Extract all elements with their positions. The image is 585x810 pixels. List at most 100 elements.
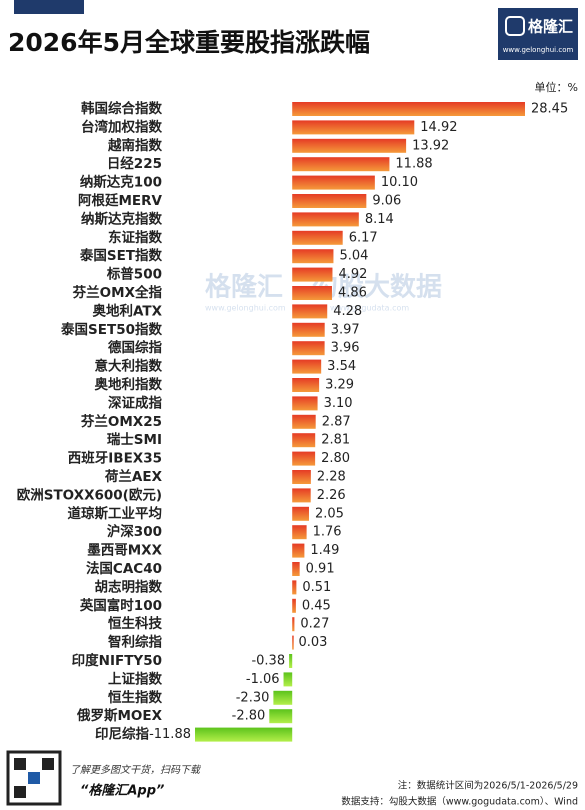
bar bbox=[292, 488, 311, 503]
value-label: 2.05 bbox=[315, 506, 344, 521]
value-label: 2.26 bbox=[317, 488, 346, 503]
value-label: 2.28 bbox=[317, 470, 346, 485]
value-label: 4.28 bbox=[333, 304, 362, 319]
category-label: 法国CAC40 bbox=[86, 560, 162, 577]
value-label: -11.88 bbox=[149, 727, 191, 742]
value-label: 0.03 bbox=[298, 635, 327, 650]
category-label: 深证成指 bbox=[108, 394, 162, 411]
source: 数据支持：勾股大数据（www.gogudata.com）、Wind bbox=[341, 796, 578, 808]
scan-text: 了解更多图文干货，扫码下载 bbox=[70, 764, 202, 776]
category-label: 欧洲STOXX600(欧元) bbox=[17, 486, 162, 503]
value-label: 3.29 bbox=[325, 378, 354, 393]
value-label: 3.96 bbox=[331, 341, 360, 356]
bar bbox=[292, 267, 333, 282]
bar bbox=[292, 138, 407, 153]
bar bbox=[292, 304, 328, 319]
bar bbox=[292, 506, 309, 521]
value-label: 14.92 bbox=[420, 120, 457, 135]
category-label: 台湾加权指数 bbox=[81, 118, 162, 135]
watermark: 格隆汇 www.gelonghui.com 勾股大数据 www.gogudata… bbox=[205, 272, 442, 313]
bar bbox=[292, 286, 332, 300]
bar bbox=[292, 194, 367, 208]
category-label: 奥地利指数 bbox=[95, 376, 163, 393]
bar bbox=[292, 378, 320, 392]
bar bbox=[292, 470, 311, 484]
value-label: 2.87 bbox=[322, 414, 351, 429]
value-label: -2.30 bbox=[236, 690, 270, 705]
category-label: 标普500 bbox=[106, 266, 162, 283]
value-label: 5.04 bbox=[339, 249, 368, 264]
bar bbox=[292, 598, 296, 613]
watermark-text: www.gelonghui.com bbox=[205, 304, 286, 313]
category-label: 芬兰OMX全指 bbox=[72, 284, 163, 301]
value-label: 3.97 bbox=[331, 322, 360, 337]
value-label: 3.54 bbox=[327, 359, 356, 374]
note: 注：数据统计区间为2026/5/1-2026/5/29 bbox=[398, 780, 578, 792]
value-label: 4.92 bbox=[338, 267, 367, 282]
watermark-text: www.gogudata.com bbox=[330, 304, 409, 313]
value-label: -1.06 bbox=[246, 672, 280, 687]
category-label: 荷兰AEX bbox=[104, 468, 163, 485]
category-label: 日经225 bbox=[107, 155, 162, 172]
category-label: 芬兰OMX25 bbox=[80, 413, 162, 430]
value-label: 9.06 bbox=[372, 194, 401, 209]
bar bbox=[292, 249, 334, 264]
app-text: “格隆汇App” bbox=[80, 783, 164, 799]
logo-icon bbox=[505, 16, 525, 36]
bar bbox=[292, 157, 390, 172]
bar bbox=[292, 359, 322, 374]
category-label: 瑞士SMI bbox=[107, 431, 162, 448]
category-label: 纳斯达克100 bbox=[80, 174, 162, 191]
value-label: 13.92 bbox=[412, 138, 449, 153]
category-label: 恒生指数 bbox=[108, 689, 162, 706]
category-label: 胡志明指数 bbox=[95, 578, 163, 595]
category-label: 沪深300 bbox=[107, 523, 162, 540]
value-label: 0.45 bbox=[302, 598, 331, 613]
category-label: 印尼综指 bbox=[95, 726, 149, 743]
value-label: -2.80 bbox=[232, 709, 266, 724]
bar bbox=[292, 451, 316, 466]
category-label: 韩国综合指数 bbox=[81, 100, 162, 117]
category-label: 英国富时100 bbox=[79, 597, 162, 614]
bar bbox=[292, 175, 375, 190]
bar bbox=[273, 690, 293, 705]
category-label: 俄罗斯MOEX bbox=[76, 707, 163, 724]
value-label: 0.27 bbox=[300, 617, 329, 632]
category-label: 印度NIFTY50 bbox=[72, 652, 162, 669]
value-label: 3.10 bbox=[324, 396, 353, 411]
corner-block bbox=[14, 0, 84, 14]
bar bbox=[292, 543, 305, 558]
category-label: 奥地利ATX bbox=[92, 302, 162, 319]
category-label: 越南指数 bbox=[107, 137, 162, 154]
bar bbox=[292, 396, 318, 411]
value-label: 11.88 bbox=[395, 157, 432, 172]
qr-code bbox=[42, 758, 54, 770]
watermark-text: 勾股大数据 bbox=[312, 273, 442, 303]
bar bbox=[195, 727, 293, 742]
qr-code bbox=[14, 758, 26, 770]
category-label: 墨西哥MXX bbox=[87, 543, 162, 559]
bar bbox=[292, 617, 295, 632]
bar bbox=[292, 120, 415, 135]
bar bbox=[292, 212, 359, 227]
bar bbox=[292, 322, 325, 337]
category-label: 道琼斯工业平均 bbox=[68, 505, 163, 522]
qr-code bbox=[14, 786, 26, 798]
category-label: 恒生科技 bbox=[108, 615, 162, 632]
logo-url: www.gelonghui.com bbox=[503, 46, 574, 54]
category-label: 东证指数 bbox=[108, 229, 162, 246]
category-label: 智利综指 bbox=[108, 634, 162, 651]
value-label: 4.86 bbox=[338, 286, 367, 301]
category-label: 阿根廷MERV bbox=[78, 192, 163, 209]
bar bbox=[292, 341, 325, 356]
bar bbox=[292, 525, 307, 540]
value-label: 2.80 bbox=[321, 451, 350, 466]
bar bbox=[292, 433, 316, 448]
value-label: 8.14 bbox=[365, 212, 394, 227]
value-label: 6.17 bbox=[349, 230, 378, 245]
category-label: 德国综指 bbox=[108, 339, 162, 356]
bar bbox=[292, 230, 343, 245]
unit: 单位：% bbox=[535, 80, 578, 94]
logo-text: 格隆汇 bbox=[528, 18, 573, 36]
